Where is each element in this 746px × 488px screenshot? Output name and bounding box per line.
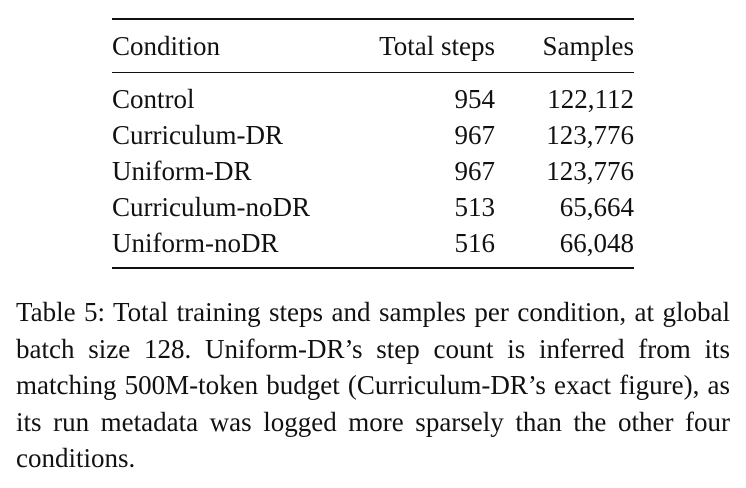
table-row: Curriculum-noDR 513 65,664	[112, 189, 634, 225]
cell-condition: Uniform-noDR	[112, 228, 279, 258]
cell-samples: 123,776	[546, 120, 634, 150]
cell-samples: 65,664	[559, 192, 634, 222]
table-container: Condition Total steps Samples Control 95…	[112, 18, 634, 269]
cell-steps: 954	[454, 84, 496, 114]
header-total-steps: Total steps	[379, 31, 495, 61]
cell-steps: 513	[454, 192, 496, 222]
cell-samples: 123,776	[546, 156, 634, 186]
cell-steps: 516	[454, 228, 496, 258]
cell-steps: 967	[454, 120, 496, 150]
cell-condition: Curriculum-noDR	[112, 192, 310, 222]
cell-steps: 967	[454, 156, 496, 186]
table-row: Uniform-noDR 516 66,048	[112, 225, 634, 268]
cell-samples: 66,048	[559, 228, 634, 258]
header-condition: Condition	[112, 31, 221, 61]
table-row: Curriculum-DR 967 123,776	[112, 117, 634, 153]
table-caption: Table 5: Total training steps and sample…	[16, 297, 730, 473]
results-table: Condition Total steps Samples Control 95…	[112, 18, 634, 269]
table-row: Uniform-DR 967 123,776	[112, 153, 634, 189]
cell-condition: Uniform-DR	[112, 156, 252, 186]
cell-samples: 122,112	[547, 84, 634, 114]
header-row: Condition Total steps Samples	[112, 19, 634, 73]
table-header: Condition Total steps Samples	[112, 19, 634, 73]
cell-condition: Control	[112, 84, 195, 114]
header-samples: Samples	[542, 31, 635, 61]
table-body: Control 954 122,112 Curriculum-DR 967 12…	[112, 73, 634, 268]
cell-condition: Curriculum-DR	[112, 120, 283, 150]
table-row: Control 954 122,112	[112, 73, 634, 118]
